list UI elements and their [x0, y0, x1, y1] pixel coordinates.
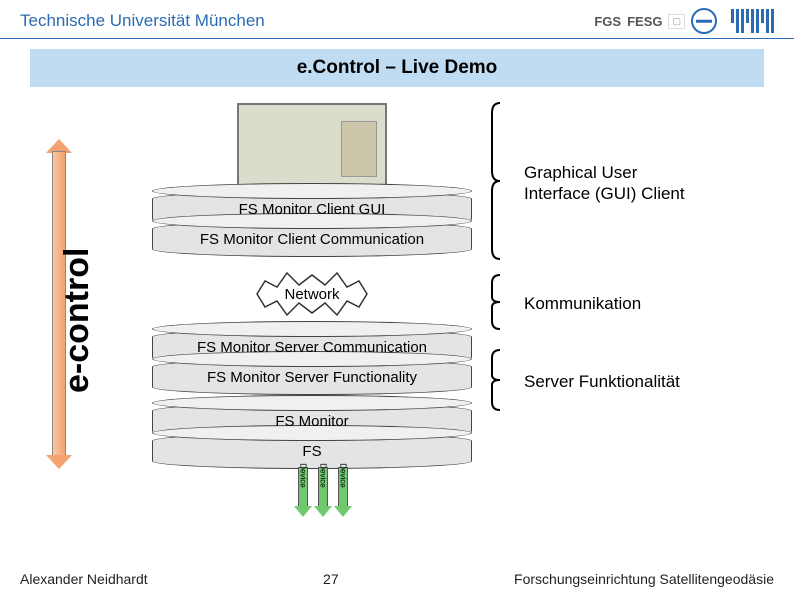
- brace-icon: [490, 348, 524, 417]
- cert-logo: ▢: [668, 14, 685, 29]
- layer-label: FS Monitor Server Functionality: [152, 359, 472, 395]
- network-label: Network: [247, 271, 377, 317]
- gui-screenshot: [237, 103, 387, 195]
- diagram-area: e-control FS Monitor Client GUI FS Monit…: [0, 93, 794, 523]
- device-arrows: Device Device Device: [294, 467, 352, 517]
- brace-icon: [490, 101, 524, 266]
- layer-stack: FS Monitor Client GUI FS Monitor Client …: [152, 103, 472, 483]
- ring-icon: [691, 8, 717, 34]
- layer-client-comm: FS Monitor Client Communication: [152, 221, 472, 257]
- annotation-komm: Kommunikation: [490, 269, 780, 339]
- econtrol-label: e-control: [58, 248, 97, 393]
- bottom-layer-group: FS Monitor FS: [152, 403, 472, 469]
- footer-org: Forschungseinrichtung Satellitengeodäsie: [514, 571, 774, 587]
- annotation-label: Kommunikation: [524, 293, 641, 314]
- header: Technische Universität München FGS FESG …: [0, 0, 794, 39]
- layer-fs: FS: [152, 433, 472, 469]
- fgs-logo: FGS: [594, 14, 621, 29]
- device-arrow: Device: [294, 467, 312, 517]
- server-layer-group: FS Monitor Server Communication FS Monit…: [152, 329, 472, 395]
- brace-icon: [490, 273, 524, 336]
- layer-label: FS: [152, 433, 472, 469]
- footer-author: Alexander Neidhardt: [20, 571, 148, 587]
- logo-group: FGS FESG ▢: [594, 8, 774, 34]
- university-name: Technische Universität München: [20, 11, 594, 31]
- network-burst: Network: [247, 271, 377, 317]
- tum-logo: [731, 9, 774, 33]
- device-arrow: Device: [334, 467, 352, 517]
- right-annotations: Graphical User Interface (GUI) Client Ko…: [490, 103, 780, 423]
- annotation-label: Server Funktionalität: [524, 371, 680, 392]
- footer-page: 27: [323, 571, 339, 587]
- annotation-server: Server Funktionalität: [490, 347, 780, 417]
- device-arrow: Device: [314, 467, 332, 517]
- annotation-label: Graphical User Interface (GUI) Client: [524, 162, 704, 205]
- fesg-logo: FESG: [627, 14, 662, 29]
- page-title: e.Control – Live Demo: [30, 49, 764, 87]
- layer-label: FS Monitor Client Communication: [152, 221, 472, 257]
- annotation-gui: Graphical User Interface (GUI) Client: [490, 103, 780, 263]
- layer-server-func: FS Monitor Server Functionality: [152, 359, 472, 395]
- footer: Alexander Neidhardt 27 Forschungseinrich…: [0, 571, 794, 587]
- client-layer-group: FS Monitor Client GUI FS Monitor Client …: [152, 191, 472, 257]
